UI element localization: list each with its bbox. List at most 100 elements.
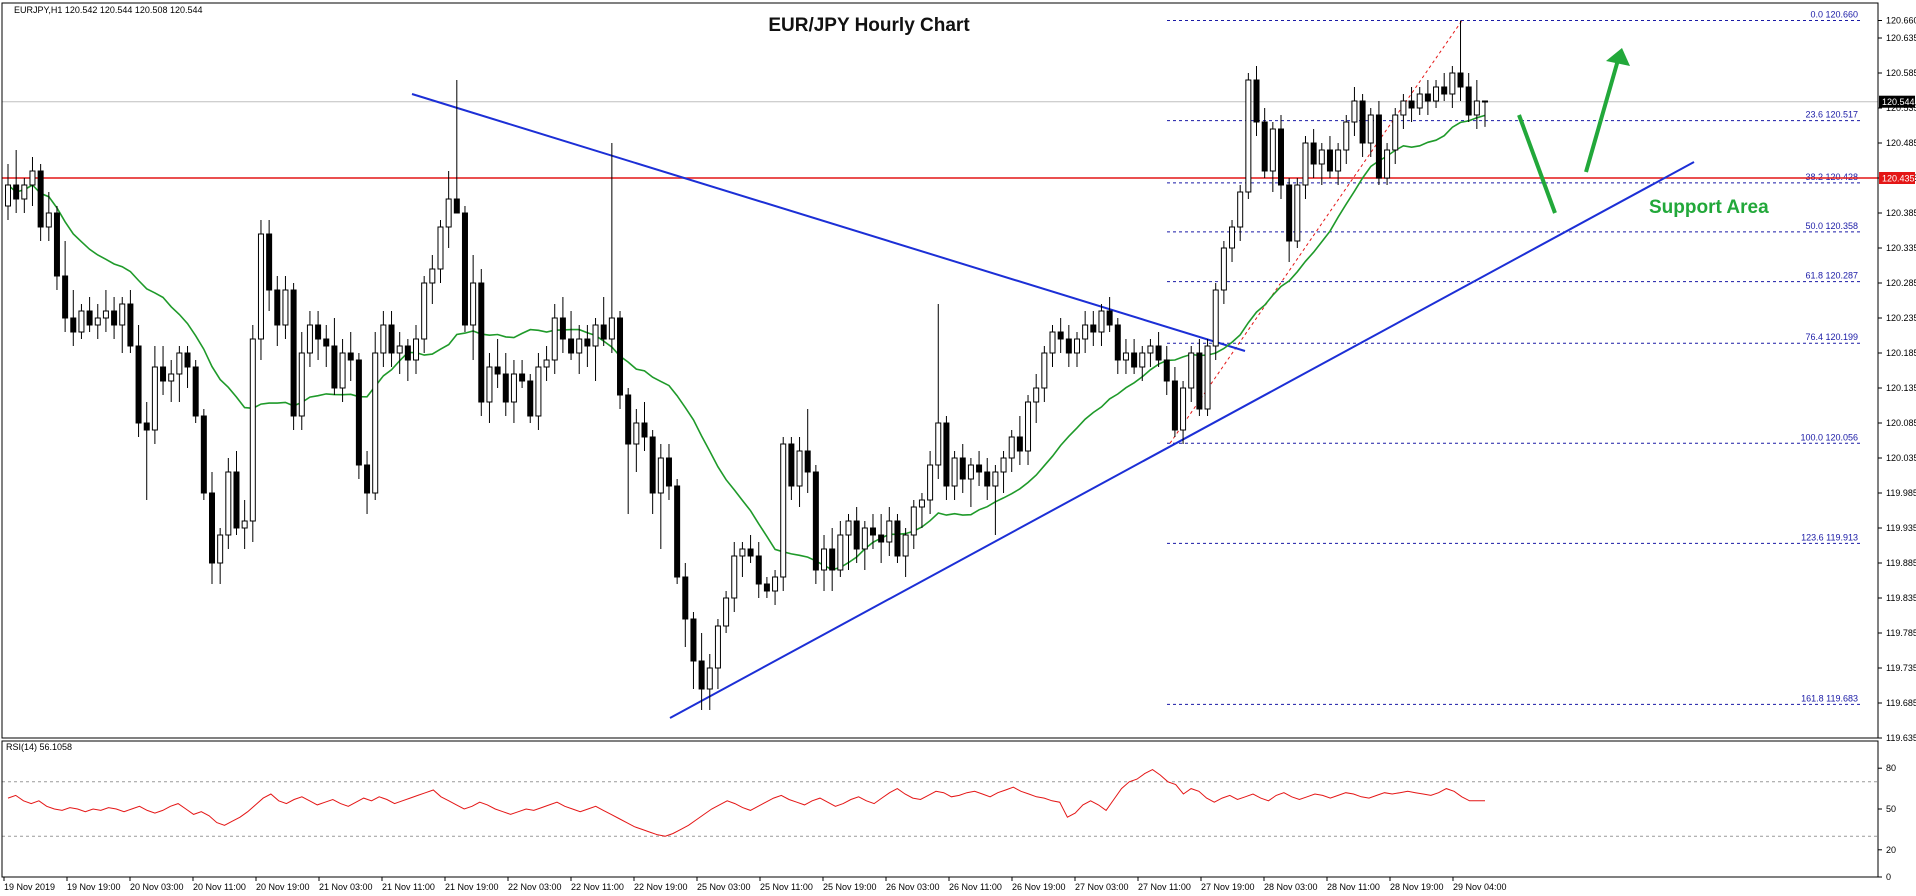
fib-level-label: 0.0 120.660 — [1810, 10, 1858, 20]
candle-bullish — [1269, 128, 1276, 172]
candle-bullish — [1335, 149, 1342, 172]
candle-bullish — [918, 499, 925, 508]
candle-bullish — [845, 520, 852, 536]
candle-bullish — [380, 324, 387, 354]
price-tick-label: 120.185 — [1886, 348, 1916, 358]
candle-bullish — [1433, 86, 1440, 102]
candle-bullish — [1122, 352, 1129, 361]
candle-bearish — [135, 345, 142, 424]
rsi-tick-label: 20 — [1886, 845, 1896, 855]
time-tick-label: 22 Nov 11:00 — [571, 882, 624, 892]
candle-bearish — [13, 184, 20, 200]
price-tick-label: 119.635 — [1886, 733, 1916, 743]
rsi-tick-label: 0 — [1886, 872, 1891, 882]
candle-bearish — [959, 457, 966, 480]
candle-bearish — [209, 492, 216, 564]
price-tick-label: 120.485 — [1886, 138, 1916, 148]
candle-bearish — [625, 394, 632, 445]
candle-bullish — [1049, 331, 1056, 354]
candle-bullish — [1212, 289, 1219, 347]
candle-bullish — [608, 317, 615, 340]
candle-bullish — [796, 450, 803, 487]
rsi-line — [7, 769, 1485, 837]
price-tick-label: 120.135 — [1886, 383, 1916, 393]
candle-bullish — [861, 527, 868, 550]
candle-bullish — [821, 548, 828, 571]
candle-bearish — [290, 289, 297, 417]
fib-level-label: 76.4 120.199 — [1805, 332, 1858, 342]
candle-bullish — [1400, 100, 1407, 116]
candle-bearish — [331, 345, 338, 389]
time-tick-label: 25 Nov 19:00 — [823, 882, 877, 892]
candle-bearish — [1196, 352, 1203, 410]
candle-bearish — [143, 422, 150, 431]
candle-bullish — [1384, 149, 1391, 179]
candle-bearish — [1465, 86, 1472, 116]
candle-bullish — [445, 198, 452, 228]
candle-bearish — [519, 373, 526, 382]
rsi-tick-label: 80 — [1886, 763, 1896, 773]
candle-bearish — [127, 303, 134, 347]
price-tick-label: 119.985 — [1886, 488, 1916, 498]
candle-bullish — [837, 534, 844, 571]
candle-bearish — [527, 380, 534, 417]
candle-bullish — [1416, 93, 1423, 109]
candle-bearish — [1016, 436, 1023, 452]
candle-bullish — [706, 667, 713, 690]
rsi-header: RSI(14) 56.1058 — [6, 742, 72, 752]
candle-bullish — [1449, 72, 1456, 95]
candle-bearish — [478, 282, 485, 403]
candle-bullish — [413, 338, 420, 361]
price-tick-label: 120.085 — [1886, 418, 1916, 428]
candle-bearish — [853, 520, 860, 550]
time-tick-label: 20 Nov 03:00 — [130, 882, 184, 892]
time-tick-label: 22 Nov 19:00 — [634, 882, 688, 892]
candle-bullish — [1343, 121, 1350, 151]
candle-bullish — [1139, 352, 1146, 368]
candle-bearish — [1286, 184, 1293, 242]
time-tick-label: 26 Nov 03:00 — [886, 882, 940, 892]
candle-bearish — [976, 464, 983, 473]
candle-bullish — [437, 226, 444, 270]
candle-bearish — [984, 471, 991, 487]
main-plot-frame — [1, 2, 1879, 739]
fib-level-label: 123.6 119.913 — [1801, 532, 1858, 542]
candle-bullish — [1294, 184, 1301, 242]
candle-bullish — [1033, 387, 1040, 403]
candle-bearish — [568, 338, 575, 354]
candle-bullish — [225, 471, 232, 536]
candle-bullish — [1392, 114, 1399, 151]
time-tick-label: 21 Nov 03:00 — [319, 882, 373, 892]
candle-bearish — [37, 170, 44, 228]
candle-bullish — [772, 576, 779, 592]
time-tick-label: 19 Nov 19:00 — [67, 882, 121, 892]
candle-bullish — [119, 303, 126, 326]
candle-bearish — [1457, 72, 1464, 88]
candle-bullish — [1082, 324, 1089, 340]
candle-bearish — [943, 422, 950, 487]
candle-bearish — [690, 618, 697, 662]
candle-bullish — [168, 373, 175, 382]
time-tick-label: 27 Nov 11:00 — [1138, 882, 1191, 892]
descending-trendline — [411, 93, 1246, 352]
candle-bullish — [1204, 345, 1211, 410]
candle-bearish — [1090, 324, 1097, 333]
rsi-plot-frame — [1, 740, 1879, 878]
candle-bearish — [315, 324, 322, 340]
candle-bullish — [731, 555, 738, 599]
candle-bearish — [698, 660, 705, 690]
candle-bearish — [323, 338, 330, 347]
candle-bullish — [1220, 247, 1227, 291]
candle-bullish — [21, 184, 28, 200]
time-tick-label: 26 Nov 11:00 — [949, 882, 1002, 892]
candle-bearish — [233, 471, 240, 529]
price-tick-label: 120.335 — [1886, 243, 1916, 253]
candle-bullish — [592, 324, 599, 347]
price-tick-label: 120.660 — [1886, 16, 1916, 26]
candle-bearish — [829, 548, 836, 571]
candle-bullish — [927, 464, 934, 501]
time-tick-label: 21 Nov 11:00 — [382, 882, 435, 892]
candle-bullish — [1000, 457, 1007, 473]
